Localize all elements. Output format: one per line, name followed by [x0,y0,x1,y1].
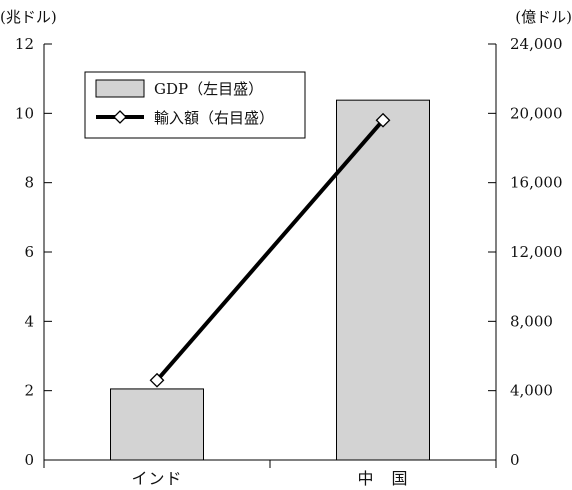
labels: 0 2 4 6 8 10 12 0 4,000 8,000 12,000 16,000 20,000 24… [0,8,572,488]
category-label-0: インド [131,469,182,488]
bar-1 [336,99,430,461]
left-tick-label-4: 8 [24,174,34,192]
left-tick-label-6: 12 [15,35,34,53]
legend: GDP（左目盛） 輸入額（右目盛） [84,71,306,139]
legend-label-gdp: GDP（左目盛） [154,80,263,98]
right-tick-label-6: 24,000 [510,35,563,53]
import-marker-0 [149,372,165,388]
legend-swatch-import-marker [113,110,127,124]
bar-0 [110,388,204,461]
right-tick-label-3: 12,000 [510,243,563,261]
import-line [155,118,385,382]
left-tick-label-3: 6 [24,243,34,261]
left-tick-label-1: 2 [24,382,34,400]
right-tick-label-2: 8,000 [510,312,553,330]
right-unit-label: (億ドル) [515,8,572,26]
left-tick-label-5: 10 [15,104,34,122]
right-tick-label-5: 20,000 [510,104,563,122]
right-tick-label-4: 16,000 [510,174,563,192]
legend-swatch-gdp [95,79,145,98]
import-marker-1 [375,112,391,128]
category-label-1: 中 国 [357,469,408,488]
line-series [149,112,391,388]
right-tick-label-0: 0 [510,451,520,469]
legend-label-import: 輸入額（右目盛） [154,109,274,127]
left-unit-label: (兆ドル) [0,8,57,26]
left-tick-label-0: 0 [24,451,34,469]
right-tick-label-1: 4,000 [510,382,553,400]
bars [110,99,430,461]
left-tick-label-2: 4 [24,312,34,330]
